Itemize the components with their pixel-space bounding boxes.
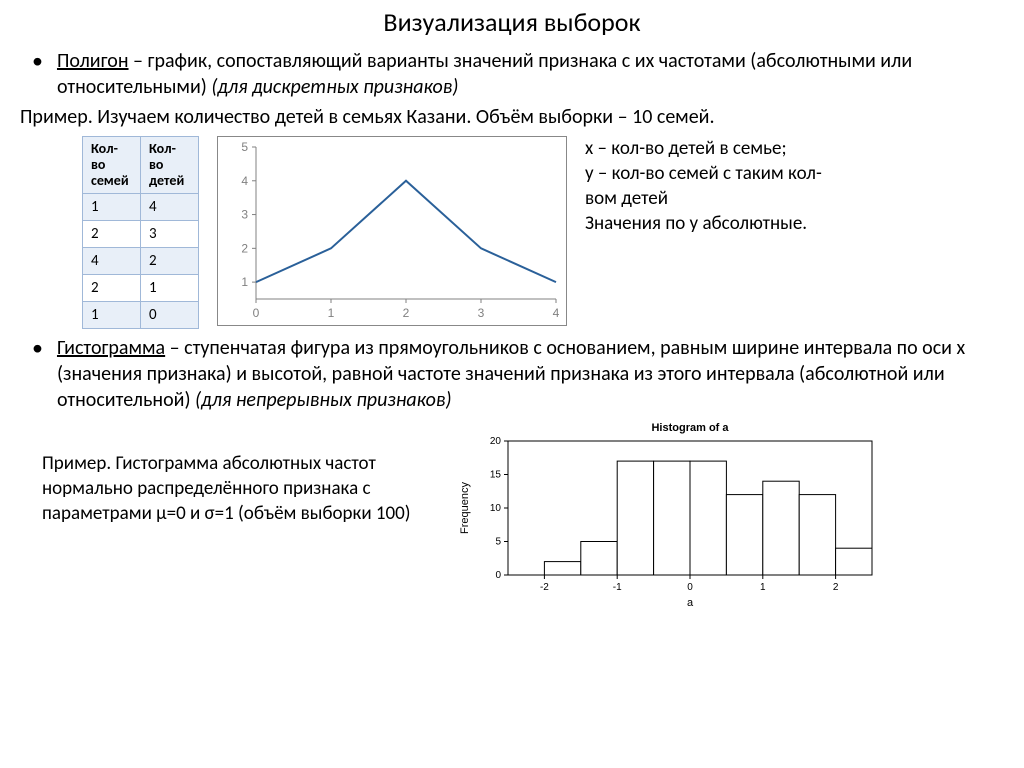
axis-legend: x – кол-во детей в семье; y – кол-во сем… — [585, 136, 835, 236]
svg-text:1: 1 — [760, 582, 766, 593]
table-row: 21 — [83, 275, 199, 302]
svg-text:3: 3 — [241, 208, 248, 222]
svg-text:-2: -2 — [540, 582, 549, 593]
svg-text:Histogram of a: Histogram of a — [651, 422, 729, 434]
term-polygon: Полигон — [57, 49, 129, 73]
note-discrete: (для дискретных признаков) — [211, 75, 458, 99]
svg-text:5: 5 — [495, 537, 501, 548]
svg-text:Frequency: Frequency — [459, 482, 471, 534]
bullet-polygon: • Полигон – график, сопоставляющий вариа… — [32, 48, 1004, 100]
histogram-chart: Histogram of a 0 5 10 15 20 Frequency -2 -1 0 1 2 a — [452, 419, 882, 609]
polygon-chart: 1 2 3 4 5 0 1 2 3 4 — [217, 136, 567, 326]
bullet-histogram: • Гистограмма – ступенчатая фигура из пр… — [32, 335, 1004, 413]
bullet-polygon-text: Полигон – график, сопоставляющий вариант… — [57, 48, 1004, 100]
svg-text:4: 4 — [553, 306, 560, 320]
term-histogram: Гистограмма — [57, 336, 165, 360]
table-row: 42 — [83, 248, 199, 275]
histogram-row: Пример. Гистограмма абсолютных частот но… — [20, 419, 1004, 609]
page-title: Визуализация выборок — [20, 6, 1004, 38]
svg-text:2: 2 — [833, 582, 839, 593]
svg-text:15: 15 — [490, 470, 502, 481]
table-header-families: Кол-во семей — [83, 137, 141, 194]
legend-abs: Значения по y абсолютные. — [585, 211, 835, 236]
legend-x: x – кол-во детей в семье; — [585, 136, 835, 161]
svg-text:5: 5 — [241, 140, 248, 154]
svg-text:0: 0 — [253, 306, 260, 320]
svg-text:1: 1 — [328, 306, 335, 320]
svg-text:4: 4 — [241, 174, 248, 188]
svg-text:a: a — [687, 597, 694, 609]
svg-text:3: 3 — [478, 306, 485, 320]
table-row: 14 — [83, 194, 199, 221]
data-table: Кол-во семей Кол-во детей 14 23 42 21 10 — [82, 136, 199, 329]
histogram-example-text: Пример. Гистограмма абсолютных частот но… — [42, 451, 432, 526]
svg-text:20: 20 — [490, 436, 502, 447]
svg-text:2: 2 — [403, 306, 410, 320]
bullet-dot: • — [32, 48, 43, 100]
bullet-histogram-text: Гистограмма – ступенчатая фигура из прям… — [57, 335, 1004, 413]
svg-text:10: 10 — [490, 503, 502, 514]
table-header-children: Кол-во детей — [141, 137, 199, 194]
example1-text: Пример. Изучаем количество детей в семья… — [20, 104, 1004, 130]
svg-text:1: 1 — [241, 275, 248, 289]
bullet-dot: • — [32, 335, 43, 413]
svg-text:2: 2 — [241, 241, 248, 255]
legend-y: y – кол-во семей с таким кол-вом детей — [585, 161, 835, 211]
svg-text:0: 0 — [687, 582, 693, 593]
table-row: 10 — [83, 302, 199, 329]
svg-text:0: 0 — [495, 570, 501, 581]
svg-text:-1: -1 — [613, 582, 622, 593]
table-row: 23 — [83, 221, 199, 248]
polygon-row: Кол-во семей Кол-во детей 14 23 42 21 10… — [20, 136, 1004, 329]
note-continuous: (для непрерывных признаков) — [195, 388, 452, 412]
